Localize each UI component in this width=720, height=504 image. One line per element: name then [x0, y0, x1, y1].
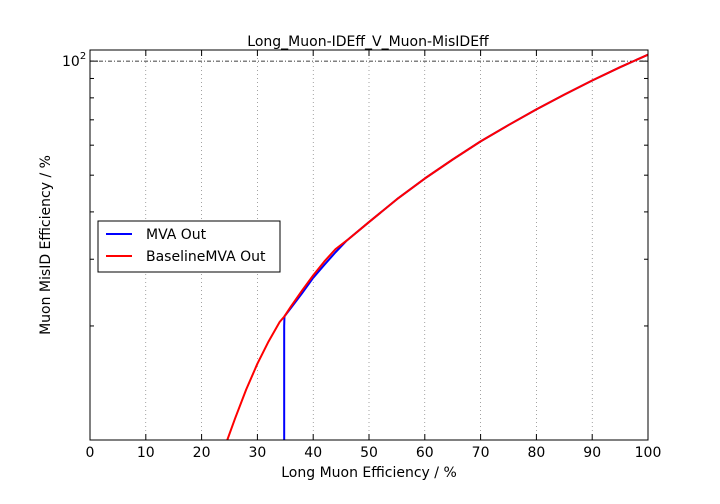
grid-lines — [90, 50, 648, 440]
x-tick-label: 0 — [86, 445, 95, 461]
legend-label-mva-out: MVA Out — [146, 227, 207, 243]
y-tick-label: 102 — [62, 51, 86, 70]
x-tick-label: 20 — [193, 445, 211, 461]
x-tick-label: 100 — [635, 445, 662, 461]
x-tick-label: 60 — [416, 445, 434, 461]
x-axis-label: Long Muon Efficiency / % — [281, 465, 457, 481]
x-tick-label: 70 — [472, 445, 490, 461]
axis-ticks — [89, 50, 649, 440]
x-tick-label: 90 — [583, 445, 601, 461]
legend-box — [97, 220, 281, 273]
tick-labels: 0 10 20 30 40 50 60 70 80 90 100 102 — [62, 51, 661, 461]
x-tick-label: 80 — [527, 445, 545, 461]
series-lines — [226, 53, 649, 441]
x-tick-label: 10 — [137, 445, 155, 461]
series-line-baselinemva-out — [226, 53, 649, 441]
legend: MVA Out BaselineMVA Out — [97, 220, 281, 273]
y-axis-label: Muon MisID Efficiency / % — [38, 155, 54, 335]
x-tick-label: 50 — [360, 445, 378, 461]
x-tick-label: 40 — [304, 445, 322, 461]
chart-title: Long_Muon-IDEff_V_Muon-MisIDEff — [247, 34, 489, 50]
x-tick-label: 30 — [248, 445, 266, 461]
legend-label-baselinemva-out: BaselineMVA Out — [146, 249, 266, 265]
